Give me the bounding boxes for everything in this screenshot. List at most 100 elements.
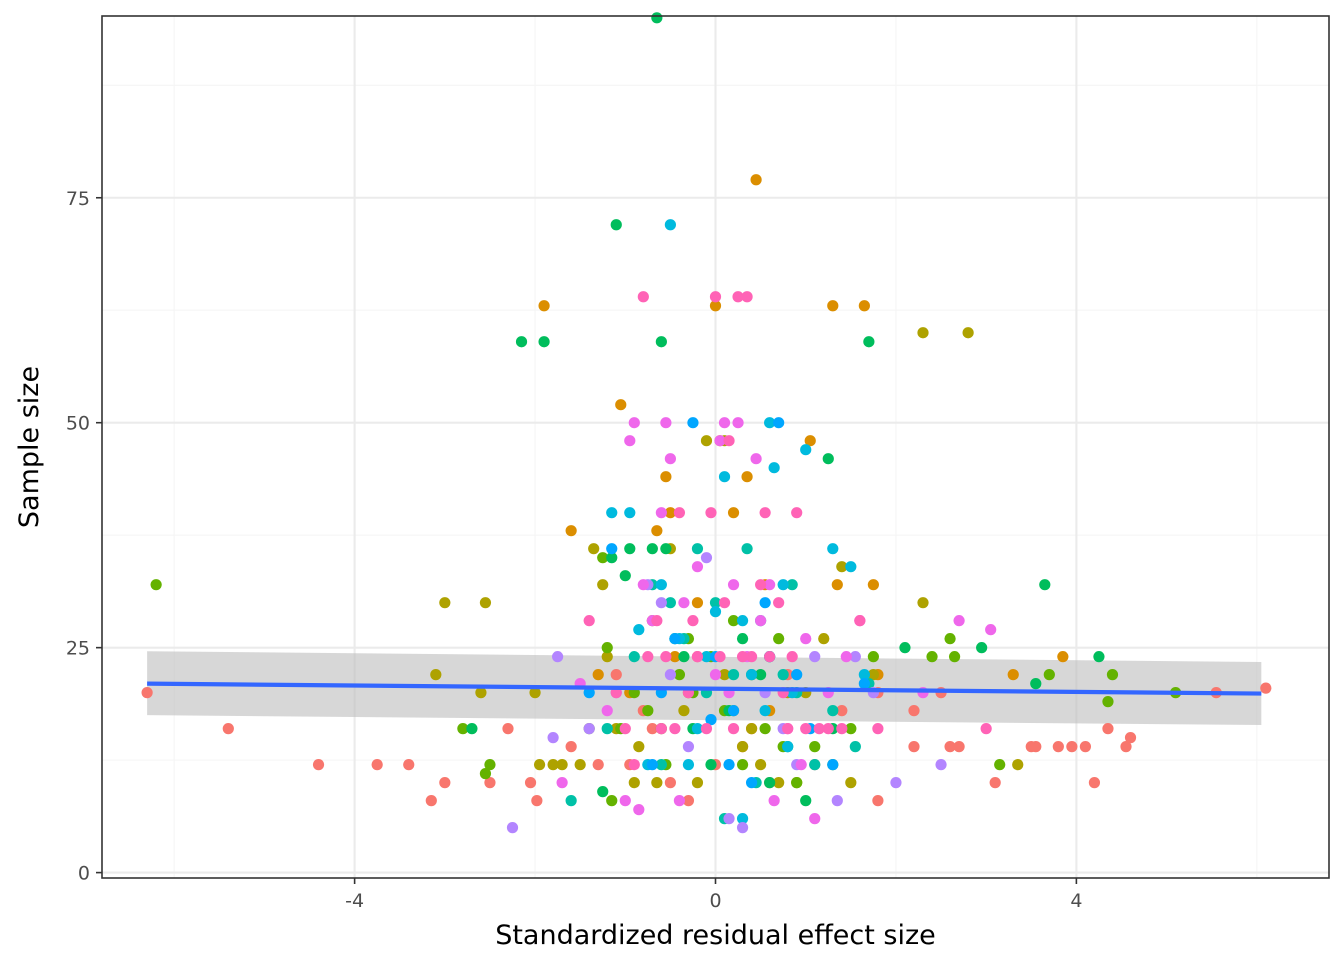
data-point bbox=[691, 561, 704, 573]
data-point bbox=[1057, 651, 1069, 663]
data-point bbox=[624, 507, 636, 519]
data-point bbox=[836, 561, 848, 573]
data-point bbox=[601, 705, 613, 717]
data-point bbox=[624, 543, 636, 555]
data-point bbox=[524, 777, 537, 789]
data-point bbox=[845, 561, 857, 573]
data-point bbox=[750, 453, 762, 465]
data-point bbox=[682, 759, 695, 771]
data-point bbox=[1102, 723, 1114, 735]
data-point bbox=[759, 723, 771, 735]
data-point bbox=[574, 759, 586, 771]
data-point bbox=[479, 597, 492, 609]
data-point bbox=[700, 552, 713, 564]
data-point bbox=[944, 633, 956, 645]
data-point bbox=[745, 669, 758, 681]
data-point bbox=[619, 795, 631, 807]
data-point bbox=[935, 759, 947, 771]
data-point bbox=[664, 453, 676, 465]
data-point bbox=[741, 291, 753, 303]
data-point bbox=[1088, 777, 1101, 789]
data-point bbox=[845, 777, 857, 789]
data-point bbox=[475, 687, 487, 699]
data-point bbox=[1124, 732, 1137, 744]
data-point bbox=[773, 777, 785, 789]
data-point bbox=[538, 336, 550, 348]
data-point bbox=[425, 795, 437, 807]
data-point bbox=[1093, 651, 1105, 663]
data-point bbox=[962, 327, 974, 339]
data-point bbox=[777, 669, 789, 681]
data-point bbox=[953, 741, 965, 753]
y-tick-label: 50 bbox=[66, 413, 90, 435]
data-point bbox=[867, 579, 879, 591]
data-point bbox=[764, 651, 776, 663]
data-point bbox=[718, 669, 731, 681]
data-point bbox=[867, 651, 879, 663]
data-point bbox=[655, 507, 667, 519]
data-point bbox=[592, 759, 604, 771]
data-point bbox=[466, 723, 478, 735]
data-point bbox=[836, 705, 848, 717]
data-point bbox=[552, 651, 564, 663]
data-point bbox=[642, 651, 654, 663]
data-point bbox=[592, 669, 604, 681]
data-point bbox=[736, 759, 749, 771]
data-point bbox=[709, 300, 722, 312]
data-point bbox=[858, 300, 870, 312]
y-tick-label: 75 bbox=[66, 188, 90, 210]
data-point bbox=[628, 777, 640, 789]
data-point bbox=[804, 435, 816, 447]
data-point bbox=[565, 525, 577, 537]
data-point bbox=[917, 597, 929, 609]
data-point bbox=[745, 723, 758, 735]
major-grid bbox=[102, 16, 1329, 878]
data-point bbox=[687, 417, 699, 429]
data-point bbox=[736, 633, 749, 645]
data-point bbox=[141, 687, 153, 699]
data-point bbox=[809, 813, 821, 825]
data-point bbox=[655, 597, 667, 609]
data-point bbox=[691, 597, 704, 609]
data-point bbox=[836, 723, 848, 735]
data-point bbox=[583, 615, 595, 627]
data-point bbox=[1106, 669, 1119, 681]
data-point bbox=[782, 741, 794, 753]
data-point bbox=[673, 669, 686, 681]
data-point bbox=[718, 417, 731, 429]
data-point bbox=[529, 687, 541, 699]
data-point bbox=[547, 732, 559, 744]
data-point bbox=[601, 723, 613, 735]
data-point bbox=[727, 669, 740, 681]
data-point bbox=[727, 615, 740, 627]
data-point bbox=[705, 759, 717, 771]
data-point bbox=[732, 417, 744, 429]
data-point bbox=[764, 777, 776, 789]
data-point bbox=[976, 642, 988, 654]
data-point bbox=[759, 507, 771, 519]
data-point bbox=[430, 669, 442, 681]
data-point bbox=[651, 777, 663, 789]
data-point bbox=[831, 579, 843, 591]
x-axis-title: Standardized residual effect size bbox=[495, 920, 936, 951]
data-point bbox=[727, 507, 740, 519]
data-point bbox=[556, 777, 568, 789]
data-point bbox=[700, 435, 713, 447]
data-point bbox=[890, 777, 902, 789]
data-point bbox=[827, 705, 839, 717]
data-point bbox=[502, 723, 514, 735]
data-point bbox=[403, 759, 415, 771]
data-point bbox=[750, 174, 762, 186]
data-point bbox=[691, 651, 704, 663]
data-point bbox=[822, 723, 834, 735]
trend-line bbox=[147, 681, 1262, 696]
data-point bbox=[664, 219, 676, 231]
data-point bbox=[700, 651, 713, 663]
data-point bbox=[597, 552, 609, 564]
data-point bbox=[709, 291, 722, 303]
data-point bbox=[457, 723, 469, 735]
data-point bbox=[786, 651, 798, 663]
data-point bbox=[655, 579, 667, 591]
data-point bbox=[736, 741, 749, 753]
data-point bbox=[899, 642, 911, 654]
